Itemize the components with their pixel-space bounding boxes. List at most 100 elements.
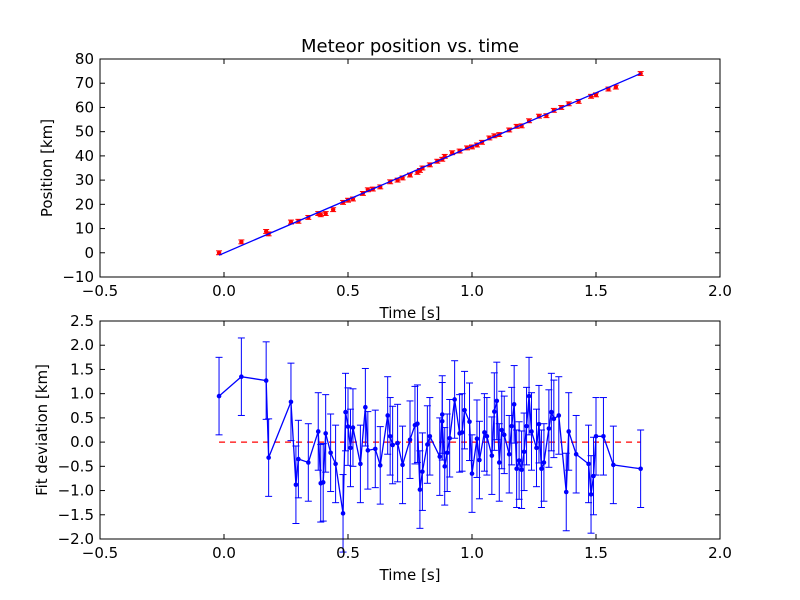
deviation-data-point [551, 416, 557, 422]
deviation-ticks: −0.5 0.0 0.5 1.0 1.5 2.0 −2.0 −1.5 −1.0 −0.5 0.0 0.… [58, 312, 732, 562]
position-data-point [613, 84, 619, 90]
deviation-data-point [516, 458, 522, 463]
deviation-x-tick-label: −0.5 [82, 544, 118, 562]
deviation-data-point [477, 457, 482, 463]
deviation-data-point [588, 492, 594, 497]
deviation-data-point [494, 398, 500, 404]
deviation-data-point [372, 446, 378, 452]
deviation-data-point [591, 473, 596, 479]
deviation-data-point [492, 409, 497, 414]
deviation-data-point [484, 433, 490, 439]
position-y-tick-label: 40 [75, 147, 94, 165]
position-plot-area [216, 71, 644, 256]
position-chart-title: Meteor position vs. time [301, 36, 519, 57]
position-y-tick-label: 60 [75, 98, 94, 116]
position-y-tick-label: 70 [75, 74, 94, 92]
deviation-data-point [499, 427, 505, 433]
deviation-data-point [496, 460, 502, 465]
deviation-data-point [467, 419, 472, 425]
position-data-point [323, 211, 328, 216]
deviation-data-point [521, 449, 527, 455]
deviation-data-point [469, 471, 475, 476]
deviation-data-point [447, 435, 452, 441]
deviation-data-point [263, 378, 269, 383]
deviation-data-point [452, 397, 457, 402]
deviation-data-point [320, 480, 326, 485]
deviation-data-point [385, 413, 390, 418]
deviation-data-point [573, 451, 579, 457]
deviation-data-point [489, 453, 495, 458]
deviation-x-tick-label: 1.0 [460, 544, 484, 562]
position-y-tick-label: 30 [75, 171, 94, 189]
deviation-y-tick-label: 0.5 [70, 409, 94, 427]
deviation-data-point [482, 430, 487, 435]
deviation-data-point [611, 462, 616, 468]
deviation-data-point [427, 433, 433, 439]
deviation-y-tick-label: −1.0 [58, 482, 94, 500]
deviation-y-tick-label: 2.5 [70, 312, 94, 330]
deviation-data-point [439, 412, 445, 417]
position-x-tick-label: 1.0 [460, 282, 484, 300]
deviation-chart: −0.5 0.0 0.5 1.0 1.5 2.0 −2.0 −1.5 −1.0 −0.5 0.0 0.… [33, 312, 732, 584]
position-x-tick-label: 0.0 [212, 282, 236, 300]
deviation-data-point [601, 433, 606, 439]
deviation-data-point [340, 511, 346, 516]
deviation-data-point [239, 374, 244, 380]
deviation-data-point [474, 436, 480, 442]
deviation-data-point [266, 455, 271, 460]
deviation-data-point [549, 409, 554, 415]
deviation-data-point [293, 482, 299, 488]
position-y-tick-label: −10 [62, 268, 94, 286]
position-x-tick-label: 2.0 [708, 282, 732, 300]
deviation-x-axis-label: Time [s] [379, 566, 441, 584]
position-y-axis-label: Position [km] [38, 119, 56, 217]
position-x-tick-label: 0.5 [336, 282, 360, 300]
deviation-data-point [333, 461, 338, 467]
deviation-x-tick-label: 1.5 [584, 544, 608, 562]
deviation-data-point [442, 464, 448, 469]
deviation-y-tick-label: 1.5 [70, 360, 94, 378]
deviation-data-point [288, 399, 294, 405]
deviation-data-point [437, 454, 443, 459]
deviation-data-point [534, 445, 539, 451]
position-y-tick-label: 10 [75, 220, 94, 238]
deviation-data-point [343, 409, 348, 415]
deviation-data-point [563, 489, 569, 495]
deviation-data-point [539, 466, 544, 472]
position-y-tick-label: 80 [75, 50, 94, 68]
deviation-y-tick-label: −0.5 [58, 457, 94, 475]
deviation-data-point [566, 429, 572, 434]
deviation-data-point [390, 442, 395, 448]
deviation-data-point [387, 433, 393, 439]
position-y-tick-label: 0 [84, 244, 94, 262]
deviation-data-point [377, 463, 383, 468]
position-y-tick-label: 50 [75, 123, 94, 141]
deviation-data-point [506, 451, 512, 457]
deviation-data-point [529, 429, 534, 434]
deviation-data-point [509, 423, 514, 429]
deviation-x-tick-label: 0.0 [212, 544, 236, 562]
deviation-data-point [638, 466, 643, 472]
deviation-data-point [519, 467, 524, 473]
deviation-data-point [526, 393, 532, 399]
deviation-data-point [350, 425, 356, 430]
position-x-tick-label: 1.5 [584, 282, 608, 300]
position-ticks: −0.5 0.0 0.5 1.0 1.5 2.0 −10 0 10 20 30 40 50 60 70 80 [62, 50, 732, 300]
deviation-data-point [363, 404, 368, 410]
deviation-axes-frame [99, 320, 721, 540]
deviation-y-tick-label: −1.5 [58, 506, 94, 524]
deviation-y-tick-label: 1.0 [70, 385, 94, 403]
deviation-data-point [514, 466, 519, 472]
deviation-data-point [315, 429, 321, 434]
deviation-data-point [306, 460, 311, 465]
deviation-x-tick-label: 2.0 [708, 544, 732, 562]
deviation-data-point [358, 461, 363, 467]
deviation-data-point [586, 461, 591, 467]
deviation-data-point [593, 433, 599, 439]
deviation-y-tick-label: 2.0 [70, 336, 94, 354]
position-chart: Meteor position vs. time −0.5 0.0 0.5 1.0 1.… [38, 36, 732, 322]
deviation-x-tick-label: 0.5 [336, 544, 360, 562]
deviation-data-point [511, 402, 517, 407]
deviation-y-axis-label: Fit deviation [km] [33, 364, 51, 496]
